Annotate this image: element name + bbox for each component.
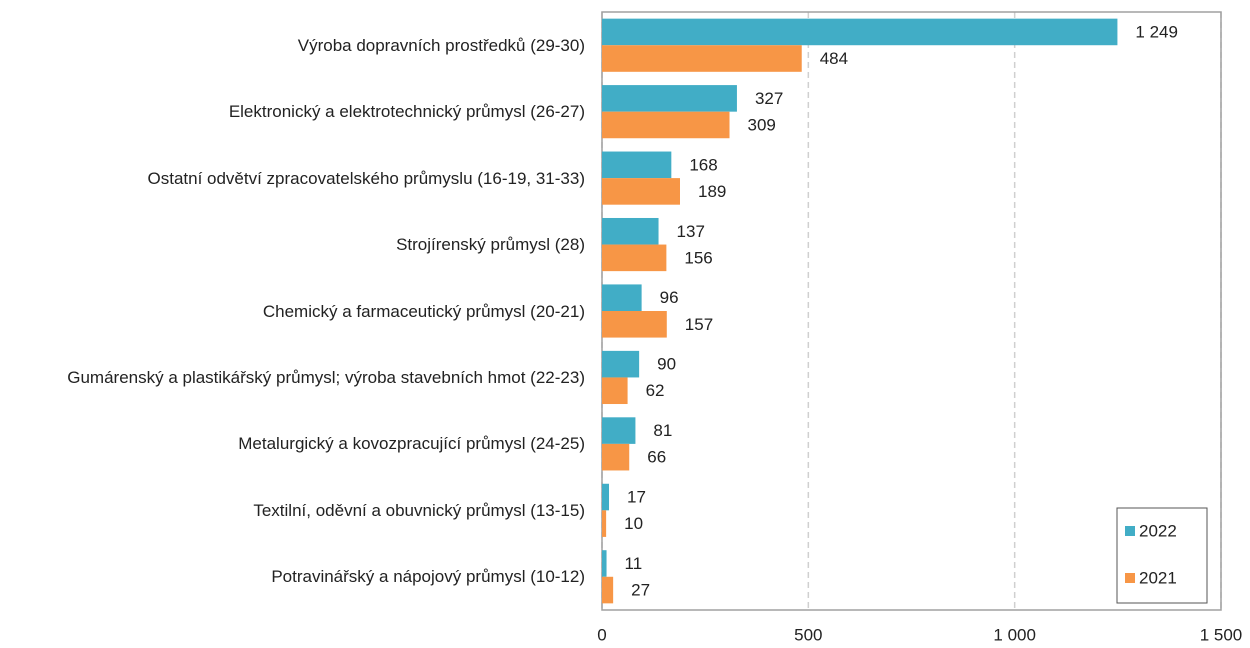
y-tick-label-box: Výroba dopravních prostředků (29-30) <box>0 20 585 70</box>
bar <box>602 151 672 179</box>
y-tick-label-box: Elektronický a elektrotechnický průmysl … <box>0 87 585 137</box>
data-label: 90 <box>657 355 676 374</box>
bar <box>602 443 630 471</box>
bar <box>602 550 607 577</box>
y-tick-label-box: Chemický a farmaceutický průmysl (20-21) <box>0 286 585 336</box>
y-tick-label: Potravinářský a nápojový průmysl (10-12) <box>271 567 585 587</box>
bar <box>602 377 628 405</box>
bar <box>602 18 1118 46</box>
bar <box>602 45 802 72</box>
x-tick-label: 1 000 <box>993 625 1036 644</box>
y-tick-label: Strojírenský průmysl (28) <box>396 235 585 255</box>
bar <box>602 483 610 511</box>
data-label: 17 <box>627 488 646 507</box>
legend-swatch <box>1125 526 1135 536</box>
y-tick-label: Gumárenský a plastikářský průmysl; výrob… <box>67 367 585 387</box>
bar <box>602 350 640 378</box>
bar <box>602 576 614 604</box>
bar <box>602 284 642 311</box>
legend-swatch <box>1125 573 1135 583</box>
y-tick-label: Metalurgický a kovozpracující průmysl (2… <box>238 434 585 454</box>
y-tick-label: Textilní, oděvní a obuvnický průmysl (13… <box>253 500 585 520</box>
y-tick-label: Elektronický a elektrotechnický průmysl … <box>228 102 585 122</box>
y-tick-label-box: Strojírenský průmysl (28) <box>0 220 585 270</box>
bar <box>602 217 659 245</box>
data-label: 327 <box>755 89 783 108</box>
data-label: 168 <box>689 155 717 174</box>
x-tick-label: 1 500 <box>1200 625 1243 644</box>
bar <box>602 244 667 272</box>
y-tick-label-box: Metalurgický a kovozpracující průmysl (2… <box>0 419 585 469</box>
legend-box <box>1116 507 1208 604</box>
bar <box>602 85 737 112</box>
bar <box>602 111 730 139</box>
y-tick-label-box: Potravinářský a nápojový průmysl (10-12) <box>0 552 585 602</box>
data-label: 137 <box>677 222 705 241</box>
x-tick-label: 0 <box>597 625 606 644</box>
legend-label: 2021 <box>1139 568 1177 587</box>
data-label: 309 <box>748 115 776 134</box>
legend-label: 2022 <box>1139 521 1177 540</box>
data-label: 62 <box>646 381 665 400</box>
data-label: 484 <box>820 49 848 68</box>
bar <box>602 417 636 444</box>
y-tick-label-box: Ostatní odvětví zpracovatelského průmysl… <box>0 153 586 203</box>
y-tick-label-box: Gumárenský a plastikářský průmysl; výrob… <box>0 352 585 402</box>
bar <box>602 178 680 205</box>
bar <box>602 510 607 537</box>
data-label: 157 <box>685 315 713 334</box>
y-tick-label: Chemický a farmaceutický průmysl (20-21) <box>262 301 585 321</box>
x-tick-label: 500 <box>794 625 822 644</box>
data-label: 156 <box>684 248 712 267</box>
y-tick-label: Ostatní odvětví zpracovatelského průmysl… <box>147 168 586 188</box>
data-label: 27 <box>631 581 650 600</box>
data-label: 11 <box>625 554 643 573</box>
bar <box>602 311 667 338</box>
data-label: 10 <box>624 514 643 533</box>
y-tick-label-box: Textilní, oděvní a obuvnický průmysl (13… <box>0 485 585 535</box>
data-label: 66 <box>647 448 666 467</box>
data-label: 81 <box>653 421 672 440</box>
y-tick-label: Výroba dopravních prostředků (29-30) <box>297 35 585 55</box>
data-label: 96 <box>660 288 679 307</box>
data-label: 1 249 <box>1135 22 1178 41</box>
data-label: 189 <box>698 182 726 201</box>
